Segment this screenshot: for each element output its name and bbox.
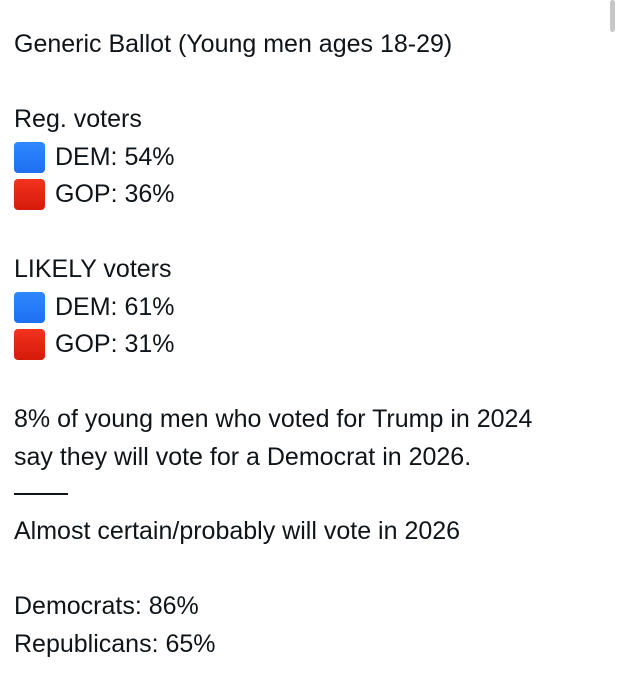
likely-voters-heading: LIKELY voters <box>14 255 172 283</box>
post-title: Generic Ballot (Young men ages 18-29) <box>14 30 453 58</box>
red-square-icon <box>14 329 45 361</box>
reg-voters-dem-row: DEM: 54% <box>14 139 604 177</box>
red-square-icon <box>14 179 45 211</box>
likely-voters-gop-row: GOP: 31% <box>14 326 604 364</box>
blank-line <box>14 551 604 589</box>
blue-square-icon <box>14 141 45 173</box>
post-text: Generic Ballot (Young men ages 18-29) Re… <box>14 26 604 663</box>
trump-note-line-2: say they will vote for a Democrat in 202… <box>14 442 472 471</box>
turnout-democrats: Democrats: 86% <box>14 592 199 620</box>
blue-square-icon <box>14 291 45 323</box>
reg-voters-gop-value: GOP: 36% <box>55 180 175 208</box>
likely-voters-gop-value: GOP: 31% <box>55 330 175 358</box>
blank-line <box>14 364 604 402</box>
divider <box>14 493 68 495</box>
blank-line <box>14 64 604 102</box>
likely-voters-dem-row: DEM: 61% <box>14 289 604 327</box>
turnout-republicans: Republicans: 65% <box>14 629 216 658</box>
likely-voters-dem-value: DEM: 61% <box>55 292 175 321</box>
blank-line <box>14 214 604 252</box>
turnout-heading: Almost certain/probably will vote in 202… <box>14 517 461 545</box>
trump-note-line-1: 8% of young men who voted for Trump in 2… <box>14 405 533 433</box>
reg-voters-gop-row: GOP: 36% <box>14 176 604 214</box>
reg-voters-heading: Reg. voters <box>14 105 142 133</box>
scrollbar[interactable] <box>610 0 615 32</box>
reg-voters-dem-value: DEM: 54% <box>55 142 175 171</box>
